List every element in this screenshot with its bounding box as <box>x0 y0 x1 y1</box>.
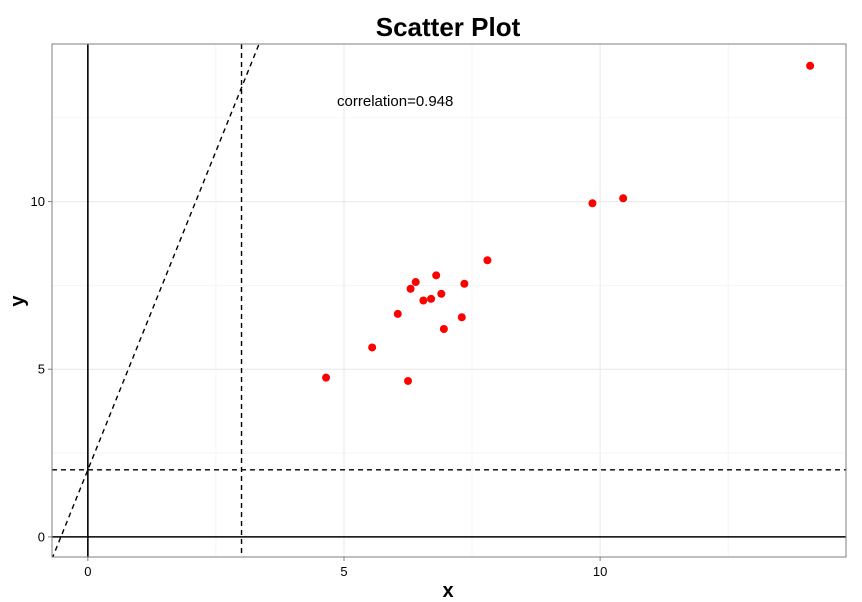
data-point <box>588 199 597 208</box>
reference-line-abline <box>52 44 260 557</box>
x-axis-title: x <box>442 580 453 602</box>
y-tick-label: 10 <box>31 194 45 209</box>
y-axis-title: y <box>7 295 29 307</box>
data-point <box>439 325 448 333</box>
data-point <box>322 373 331 382</box>
x-tick-label: 0 <box>84 564 91 579</box>
data-point <box>404 376 413 385</box>
x-tick-label: 5 <box>340 564 347 579</box>
panel-background <box>52 44 846 557</box>
y-tick-label: 5 <box>38 362 45 377</box>
data-point <box>406 284 415 293</box>
panel-border <box>51 43 847 558</box>
correlation-annotation: correlation=0.948 <box>337 93 453 110</box>
data-point <box>483 256 492 265</box>
reference-lines <box>52 44 846 557</box>
y-tick-label: 0 <box>38 529 45 544</box>
data-point <box>411 278 420 287</box>
plot-area: 0 5 10 0 5 10 correlation=0.948 <box>31 43 847 579</box>
data-point <box>368 343 377 352</box>
data-point <box>432 271 441 280</box>
data-point <box>619 194 628 203</box>
data-point <box>393 309 402 318</box>
data-point <box>806 61 815 70</box>
chart-title: Scatter Plot <box>376 12 521 42</box>
data-point <box>427 294 436 303</box>
data-point <box>460 279 469 288</box>
data-point <box>457 313 466 322</box>
data-point <box>437 289 446 298</box>
data-point <box>419 296 428 305</box>
x-tick-label: 10 <box>593 564 607 579</box>
